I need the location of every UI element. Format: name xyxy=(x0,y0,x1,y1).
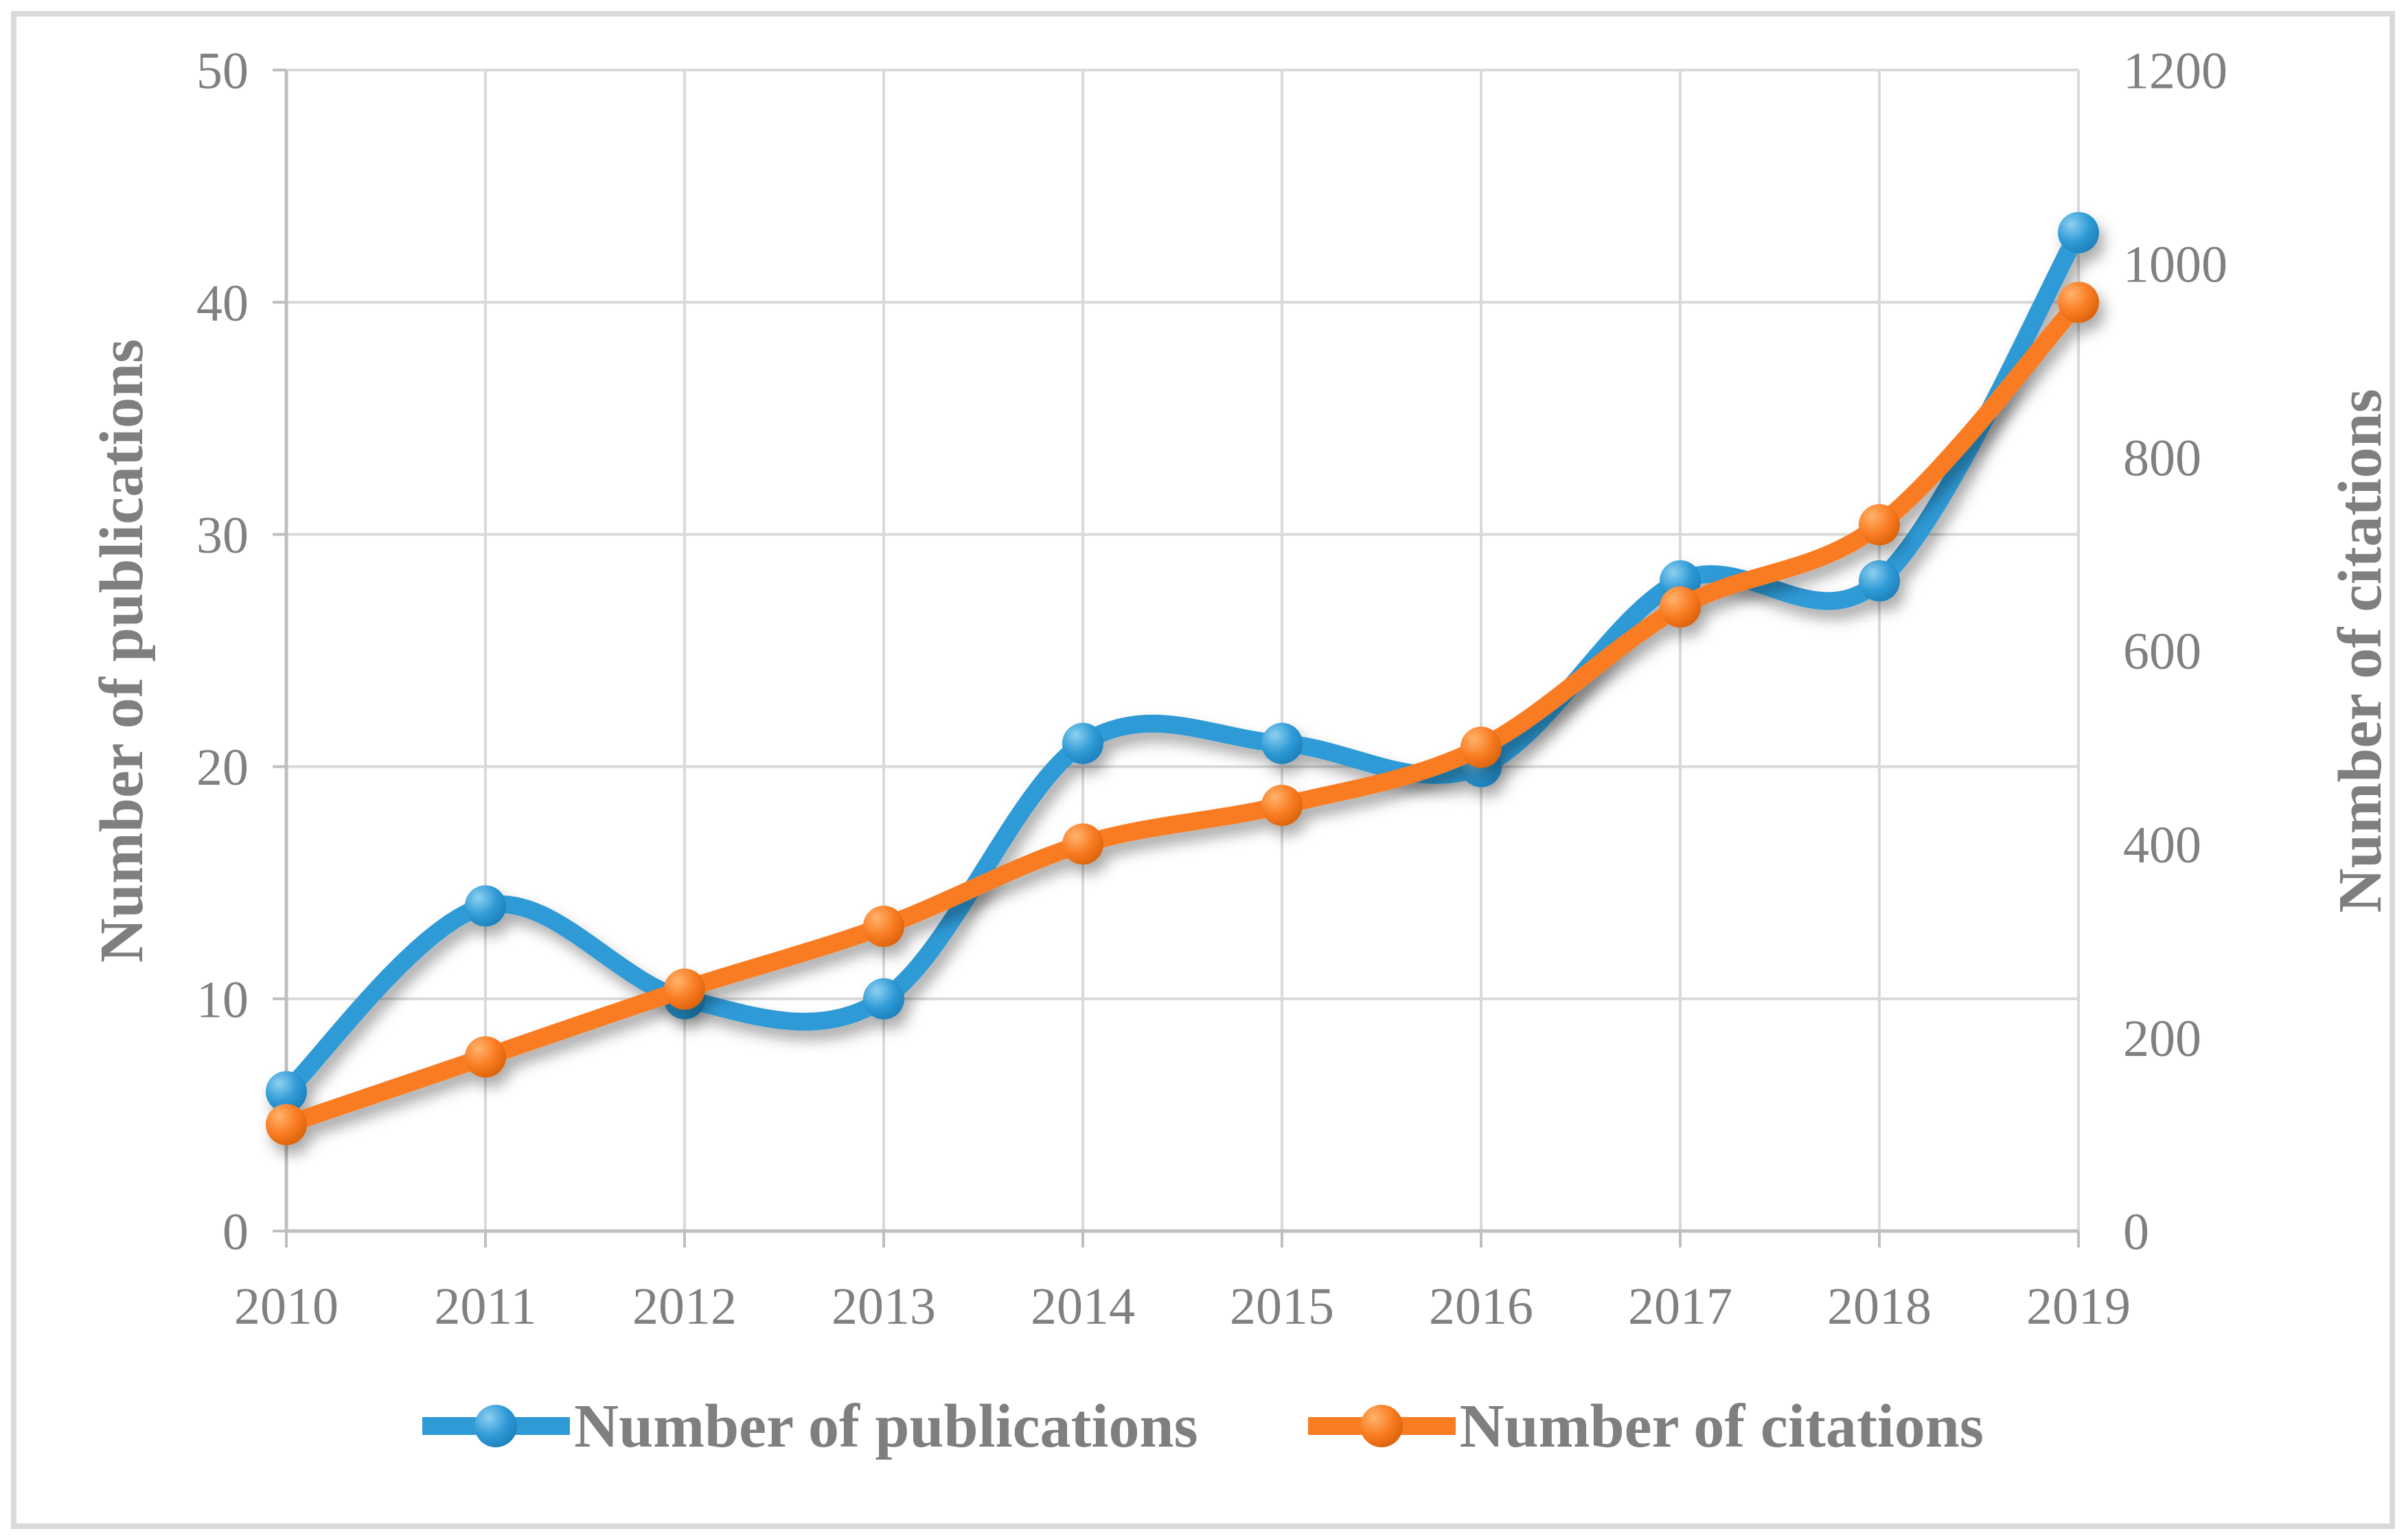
publications-series xyxy=(266,211,2099,1113)
data-point-marker xyxy=(863,906,904,947)
legend-label-publications: Number of publications xyxy=(574,1392,1198,1460)
gridlines xyxy=(286,69,2080,1231)
x-axis-tick-label: 2019 xyxy=(2026,1278,2131,1335)
x-axis-tick-label: 2010 xyxy=(234,1278,339,1335)
left-axis-tick-label: 20 xyxy=(196,739,249,796)
data-point-marker xyxy=(1062,722,1103,764)
right-axis-tick-label: 0 xyxy=(2123,1204,2149,1261)
right-axis-tick-label: 400 xyxy=(2123,816,2201,874)
data-series xyxy=(266,211,2099,1145)
x-axis-tick-label: 2018 xyxy=(1827,1278,1932,1335)
x-axis-tick-label: 2014 xyxy=(1031,1278,1135,1335)
data-point-marker xyxy=(465,1036,506,1078)
citations-series xyxy=(266,281,2099,1145)
data-point-marker xyxy=(2058,281,2099,323)
legend: Number of publications Number of citatio… xyxy=(0,1388,2406,1464)
data-point-marker xyxy=(664,968,705,1010)
left-axis-tick-label: 40 xyxy=(196,275,249,332)
right-axis-tick-label: 1200 xyxy=(2123,43,2227,100)
left-axis-tick-label: 0 xyxy=(222,1204,249,1261)
data-point-marker xyxy=(465,885,506,927)
left-axis-tick-label: 30 xyxy=(196,507,249,564)
right-axis-tick-label: 1000 xyxy=(2123,235,2227,293)
x-axis-tick-label: 2017 xyxy=(1628,1278,1732,1335)
right-axis-tick-label: 800 xyxy=(2123,429,2201,487)
citations-line-marker-icon xyxy=(1307,1405,1456,1447)
data-point-marker xyxy=(266,1103,307,1145)
left-axis-tick-label: 10 xyxy=(196,971,249,1028)
left-axis-tick-label: 50 xyxy=(196,43,249,100)
x-axis-tick-label: 2015 xyxy=(1230,1278,1334,1335)
data-point-marker xyxy=(266,1071,307,1113)
axis-tick-labels: 0 10 20 30 40 50 0 200 400 600 800 1000 1200 2010 2011… xyxy=(196,43,2227,1335)
data-point-marker xyxy=(1859,560,1900,602)
x-axis-tick-label: 2011 xyxy=(434,1278,536,1335)
publications-line-marker-icon xyxy=(422,1405,571,1447)
data-point-marker xyxy=(1261,722,1303,764)
series-line xyxy=(277,223,2087,1101)
data-point-marker xyxy=(1261,784,1303,826)
data-point-marker xyxy=(1460,726,1502,768)
data-point-marker xyxy=(1660,586,1701,628)
legend-item-publications: Number of publications xyxy=(422,1388,1198,1464)
series-line xyxy=(277,293,2087,1134)
data-point-marker xyxy=(2058,211,2099,253)
right-axis-tick-label: 600 xyxy=(2123,623,2201,680)
axis-lines xyxy=(273,69,2080,1248)
legend-item-citations: Number of citations xyxy=(1307,1388,1984,1464)
right-axis-tick-label: 200 xyxy=(2123,1010,2201,1068)
legend-label-citations: Number of citations xyxy=(1459,1392,1984,1460)
data-point-marker xyxy=(1062,823,1103,865)
data-point-marker xyxy=(1859,504,1900,546)
x-axis-tick-label: 2016 xyxy=(1429,1278,1533,1335)
x-axis-tick-label: 2013 xyxy=(832,1278,936,1335)
x-axis-tick-label: 2012 xyxy=(632,1278,737,1335)
right-axis-title: Number of citations xyxy=(2326,389,2394,913)
left-axis-title: Number of publications xyxy=(88,338,156,963)
data-point-marker xyxy=(863,978,904,1020)
